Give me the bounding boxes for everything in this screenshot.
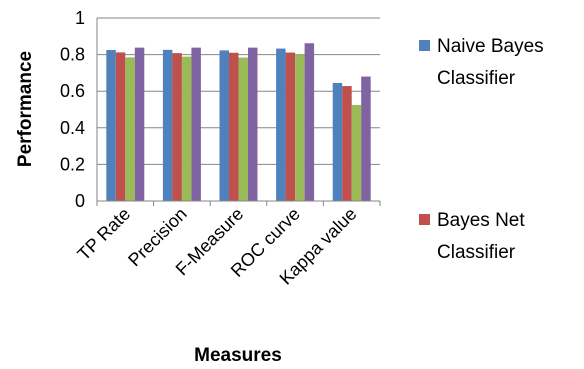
y-tick-label: 0.6 <box>60 81 85 101</box>
y-tick-label: 1 <box>75 8 85 28</box>
axes <box>96 18 381 206</box>
bar <box>276 48 286 201</box>
bar <box>106 50 116 202</box>
legend-label: Classifier <box>437 68 516 89</box>
bar <box>162 49 173 202</box>
x-axis-title: Measures <box>194 345 282 366</box>
legend-swatch <box>419 40 430 51</box>
bars <box>106 43 371 202</box>
y-tick-label: 0.2 <box>60 154 85 174</box>
bar <box>285 52 296 201</box>
bar <box>351 104 362 201</box>
legend-label: Bayes Net <box>437 210 525 231</box>
bar <box>219 50 229 202</box>
legend-label: Classifier <box>437 242 516 263</box>
legend: Naive Bayes Classifier Bayes Net Classifier <box>419 36 544 263</box>
y-tick-label: 0.4 <box>60 118 85 138</box>
bar <box>172 53 182 201</box>
bar <box>238 57 248 201</box>
y-tick-label: 0.8 <box>60 45 85 65</box>
bar <box>295 54 305 201</box>
y-tick-labels: 0 0.2 0.4 0.6 0.8 1 <box>60 8 85 211</box>
y-axis-title: Performance <box>15 51 36 167</box>
bar <box>361 76 371 201</box>
bar <box>134 47 145 202</box>
y-tick-label: 0 <box>75 191 85 211</box>
bar <box>248 47 258 202</box>
bar <box>125 57 135 201</box>
bar <box>191 47 201 202</box>
bar <box>115 52 126 202</box>
bar <box>342 86 352 201</box>
bar <box>181 56 192 201</box>
bar <box>229 52 239 201</box>
legend-label: Naive Bayes <box>437 36 544 57</box>
bar <box>304 43 315 202</box>
bar <box>332 82 343 201</box>
legend-swatch <box>419 214 430 225</box>
